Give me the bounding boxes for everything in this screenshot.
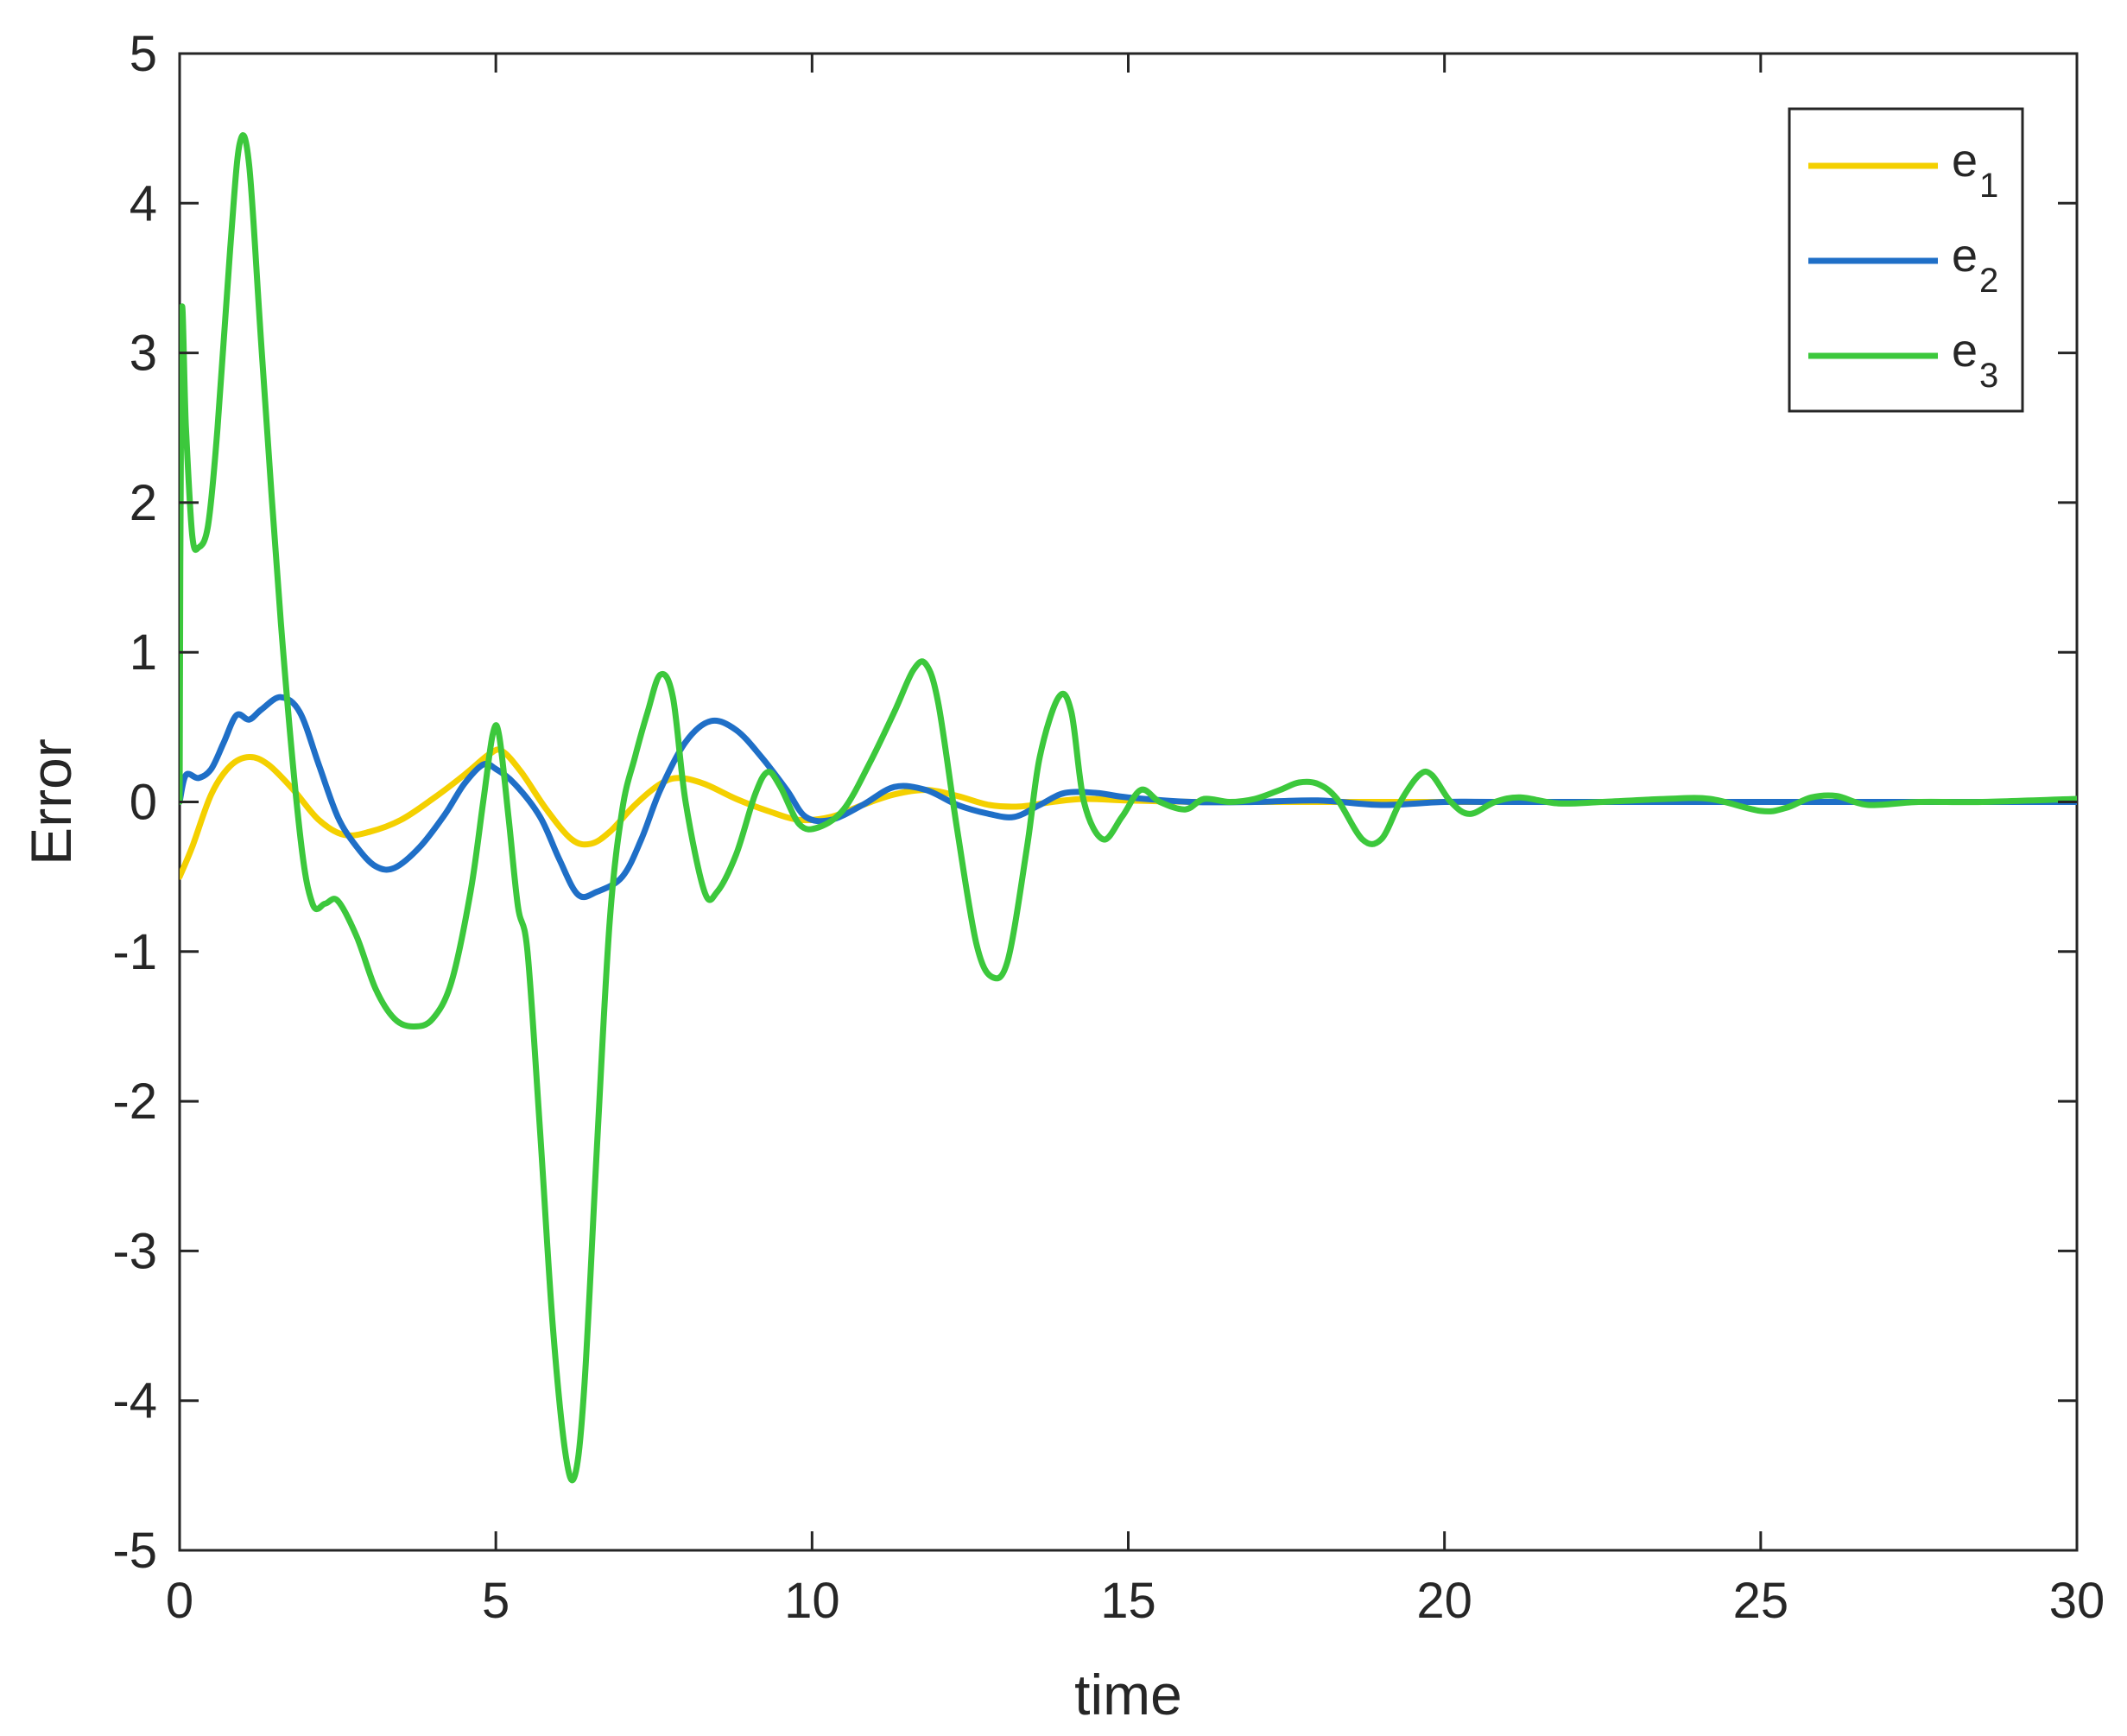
y-axis-label: Error: [19, 738, 83, 865]
x-tick-label: 15: [1100, 1573, 1156, 1629]
y-tick-label: -4: [112, 1373, 157, 1429]
series-line-e1: [180, 746, 2077, 880]
y-tick-label: -3: [112, 1223, 157, 1279]
y-tick-label: 4: [130, 175, 157, 231]
y-tick-label: -2: [112, 1074, 157, 1130]
x-tick-label: 25: [1733, 1573, 1789, 1629]
y-tick-label: 5: [130, 26, 157, 82]
x-tick-label: 10: [784, 1573, 840, 1629]
x-tick-label: 0: [166, 1573, 193, 1629]
y-tick-label: 2: [130, 475, 157, 531]
x-tick-label: 5: [482, 1573, 510, 1629]
series-layer: [180, 132, 2077, 1484]
series-line-e2: [180, 694, 2077, 901]
y-tick-label: 0: [130, 775, 157, 831]
y-tick-label: -5: [112, 1523, 157, 1579]
x-tick-label: 20: [1416, 1573, 1472, 1629]
ticks-layer: 0 5 10 15 20 25 30 -5 -4 -3 -2 -1 0 1 2 3 4 5: [112, 26, 2105, 1629]
y-tick-label: 3: [130, 326, 157, 382]
series-line-e3: [180, 132, 2077, 1484]
x-axis-label: time: [1074, 1663, 1182, 1726]
y-tick-label: -1: [112, 924, 157, 980]
x-tick-label: 30: [2049, 1573, 2105, 1629]
y-tick-label: 1: [130, 624, 157, 681]
